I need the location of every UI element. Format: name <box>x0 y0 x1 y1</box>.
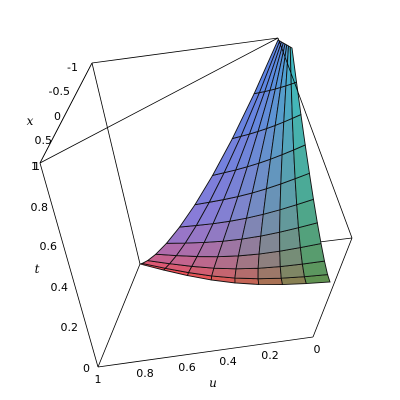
box-edge <box>97 336 314 368</box>
box-edge <box>39 37 279 164</box>
u-axis: 1 0.8 0.6 0.4 0.2 0 u <box>95 343 321 390</box>
box-edge <box>97 263 141 368</box>
box-edge <box>91 37 279 64</box>
surface-patch <box>281 117 295 156</box>
u-tick-label: 1 <box>95 373 102 386</box>
u-tick-label: 0.6 <box>178 361 196 374</box>
t-tick-label: 0.8 <box>31 201 49 214</box>
u-tick-label: 0.8 <box>136 367 154 380</box>
box-edge <box>91 62 141 265</box>
surface-patch <box>291 113 306 151</box>
t-axis-title: t <box>35 262 40 276</box>
surface-patch <box>211 267 237 279</box>
surface-patch <box>257 277 284 286</box>
surface-patch <box>191 256 219 269</box>
x-tick-label: -0.5 <box>49 85 70 98</box>
box-edge <box>39 162 99 368</box>
bounding-box-front <box>39 37 353 368</box>
surface-patch <box>280 149 296 185</box>
surface-patch <box>213 255 239 270</box>
box-edge <box>39 62 93 164</box>
t-tick-label: 1 <box>31 160 38 173</box>
surface-patch <box>234 267 259 280</box>
t-tick-label: 0.4 <box>51 281 69 294</box>
u-tick-label: 0.4 <box>219 355 237 368</box>
box-edge <box>312 237 353 338</box>
x-tick-label: 0.5 <box>35 134 53 147</box>
surface-mesh <box>139 39 331 286</box>
t-tick-label: 0 <box>83 362 90 375</box>
t-axis: 1 0.8 0.6 0.4 0.2 0 t <box>31 160 91 375</box>
x-axis-title: x <box>27 114 34 128</box>
surface-patch <box>235 253 260 270</box>
x-tick-label: -1 <box>67 61 78 74</box>
box-edge <box>277 37 353 239</box>
x-tick-label: 1 <box>33 160 40 173</box>
x-tick-label: 0 <box>54 110 61 123</box>
x-axis: -1 -0.5 0 0.5 1 x <box>27 61 78 173</box>
t-tick-label: 0.6 <box>40 240 58 253</box>
u-axis-title: u <box>209 376 217 390</box>
u-tick-label: 0.2 <box>261 349 279 362</box>
t-tick-label: 0.2 <box>61 321 79 334</box>
u-tick-label: 0 <box>314 343 321 356</box>
surface-patch <box>293 144 310 180</box>
